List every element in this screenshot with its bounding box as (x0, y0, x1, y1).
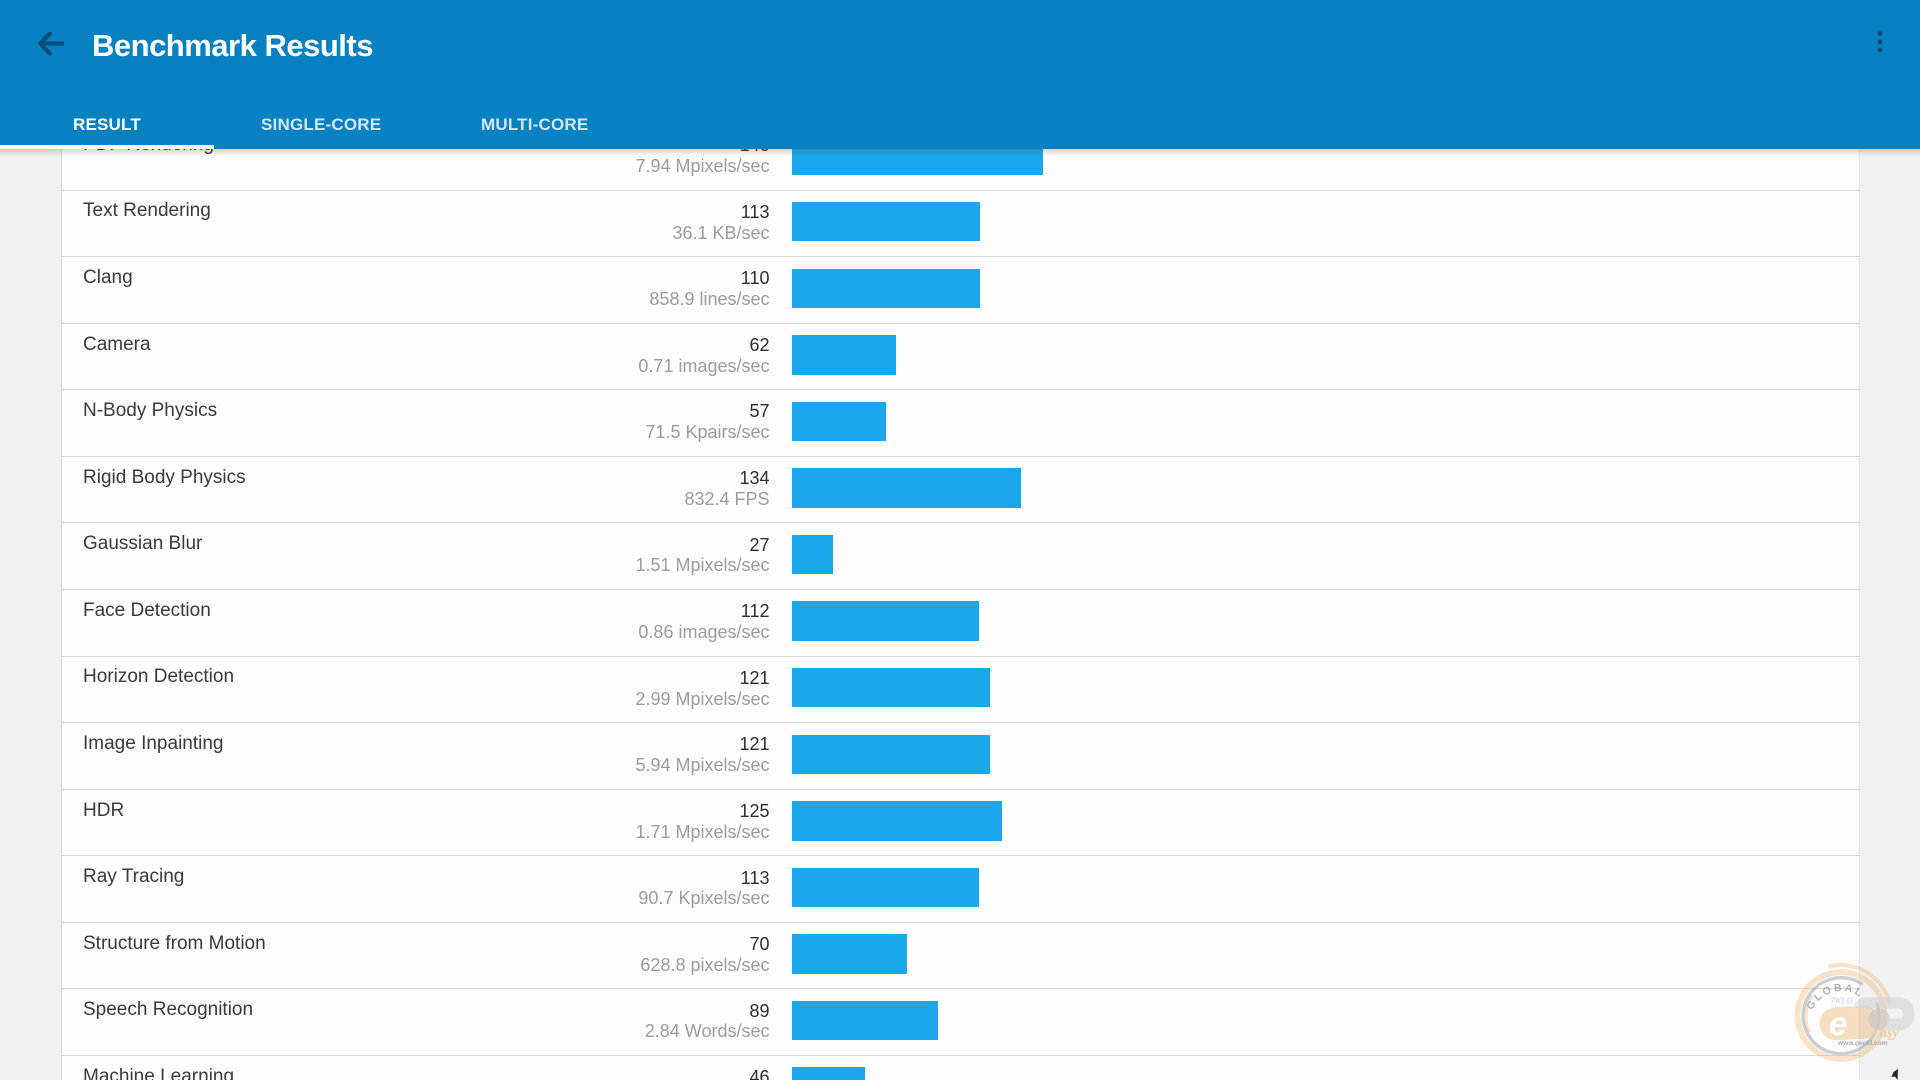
svg-text:www.gecid.com: www.gecid.com (1837, 1040, 1888, 1047)
svg-text:e: e (1829, 1005, 1847, 1042)
svg-text:aşy: aşy (1880, 1026, 1899, 1041)
svg-text:7KLD: 7KLD (1831, 996, 1853, 1006)
